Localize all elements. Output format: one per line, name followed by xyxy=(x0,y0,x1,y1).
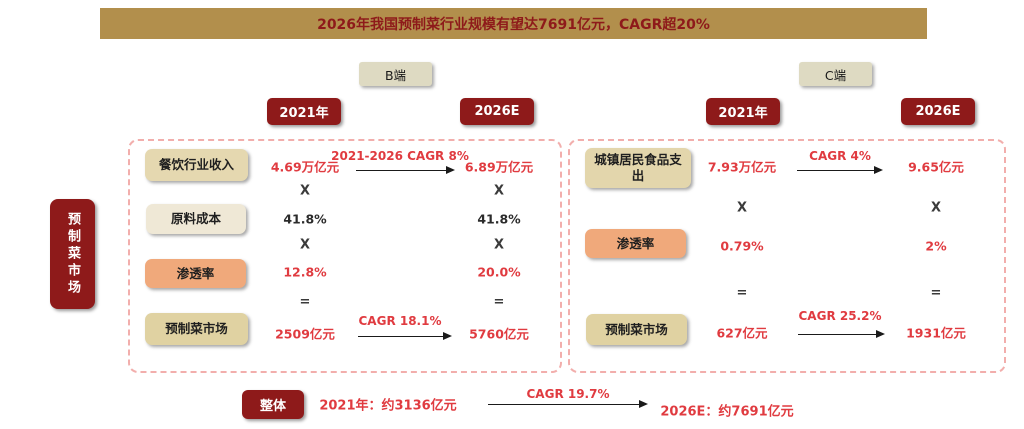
b-row3-value-2026: 20.0% xyxy=(477,264,521,280)
c-operator-equals-col1: = xyxy=(736,285,748,301)
c-year-2021-header: 2021年 xyxy=(706,98,780,125)
b-row1-value-2026: 6.89万亿元 xyxy=(464,159,534,175)
b-row1-value-2021: 4.69万亿元 xyxy=(270,159,340,175)
b-row1-label-box: 餐饮行业收入 xyxy=(145,149,248,181)
c-row3-value-2026: 2% xyxy=(925,238,947,254)
b-row1-label: 餐饮行业收入 xyxy=(158,157,234,173)
b-row2-label-box: 原料成本 xyxy=(146,204,246,234)
c-row3-label-box: 渗透率 xyxy=(585,229,686,258)
b-row2-value-2026: 41.8% xyxy=(477,211,521,227)
b-row2-label: 原料成本 xyxy=(170,211,221,227)
footer-overall-label: 整体 xyxy=(259,399,286,414)
b-operator-equals-col1: = xyxy=(299,294,311,310)
b-row4-arrow xyxy=(358,332,452,340)
tag-b-label: B端 xyxy=(384,67,407,83)
sidebar-label-text: 预制菜市场 xyxy=(65,211,80,297)
b-row3-value-2021: 12.8% xyxy=(283,264,327,280)
c-row4-value-2021: 627亿元 xyxy=(716,325,768,341)
tag-c-side: C端 xyxy=(799,62,872,86)
banner: 2026年我国预制菜行业规模有望达7691亿元，CAGR超20% xyxy=(100,8,927,39)
footer-2026-value: 2026E：约7691亿元 xyxy=(660,404,794,420)
b-row4-label-box: 预制菜市场 xyxy=(145,313,248,345)
c-year-2026-header: 2026E xyxy=(901,98,975,125)
b-year-2021-text: 2021年 xyxy=(279,106,329,121)
c-operator-multiply-col1: X xyxy=(736,200,748,216)
footer-overall-box: 整体 xyxy=(242,390,304,419)
banner-title: 2026年我国预制菜行业规模有望达7691亿元，CAGR超20% xyxy=(317,16,710,33)
tag-b-side: B端 xyxy=(359,62,432,86)
c-row1-label: 城镇居民食品支出 xyxy=(594,152,682,183)
b-operator-multiply-2-col1: X xyxy=(299,237,311,253)
footer-arrow xyxy=(488,400,648,408)
b-row2-value-2021: 41.8% xyxy=(283,211,327,227)
b-operator-multiply-1-col1: X xyxy=(299,183,311,199)
b-row3-label-box: 渗透率 xyxy=(145,259,246,288)
b-row4-label: 预制菜市场 xyxy=(165,321,228,337)
b-year-2026-text: 2026E xyxy=(474,104,520,119)
sidebar-market-label: 预制菜市场 xyxy=(50,199,95,309)
c-row4-arrow xyxy=(798,330,885,338)
tag-c-label: C端 xyxy=(824,67,847,83)
c-row1-value-2021: 7.93万亿元 xyxy=(707,159,777,175)
c-row3-label: 渗透率 xyxy=(616,235,655,251)
c-row4-label: 预制菜市场 xyxy=(605,321,668,337)
footer-cagr-label: CAGR 19.7% xyxy=(526,387,610,401)
b-operator-multiply-1-col2: X xyxy=(493,183,505,199)
c-row4-cagr-label: CAGR 25.2% xyxy=(798,309,882,323)
b-operator-equals-col2: = xyxy=(493,294,505,310)
c-row3-value-2021: 0.79% xyxy=(720,238,764,254)
b-operator-multiply-2-col2: X xyxy=(493,237,505,253)
c-row4-label-box: 预制菜市场 xyxy=(586,314,687,345)
c-operator-multiply-col2: X xyxy=(930,200,942,216)
b-row4-value-2021: 2509亿元 xyxy=(275,326,335,342)
c-year-2026-text: 2026E xyxy=(915,104,961,119)
c-row4-value-2026: 1931亿元 xyxy=(906,325,966,341)
c-row1-value-2026: 9.65亿元 xyxy=(908,159,964,175)
b-year-2026-header: 2026E xyxy=(460,98,534,125)
b-row1-arrow xyxy=(356,166,455,174)
b-row3-label: 渗透率 xyxy=(176,265,215,281)
c-row1-cagr-label: CAGR 4% xyxy=(809,149,871,163)
b-row4-value-2026: 5760亿元 xyxy=(469,326,529,342)
b-row1-cagr-label: 2021-2026 CAGR 8% xyxy=(331,149,469,163)
b-row4-cagr-label: CAGR 18.1% xyxy=(358,314,442,328)
c-year-2021-text: 2021年 xyxy=(718,106,768,121)
c-row1-arrow xyxy=(797,166,883,174)
footer-2021-value: 2021年：约3136亿元 xyxy=(319,398,457,414)
c-operator-equals-col2: = xyxy=(930,285,942,301)
b-year-2021-header: 2021年 xyxy=(267,98,341,125)
c-row1-label-box: 城镇居民食品支出 xyxy=(585,148,691,188)
